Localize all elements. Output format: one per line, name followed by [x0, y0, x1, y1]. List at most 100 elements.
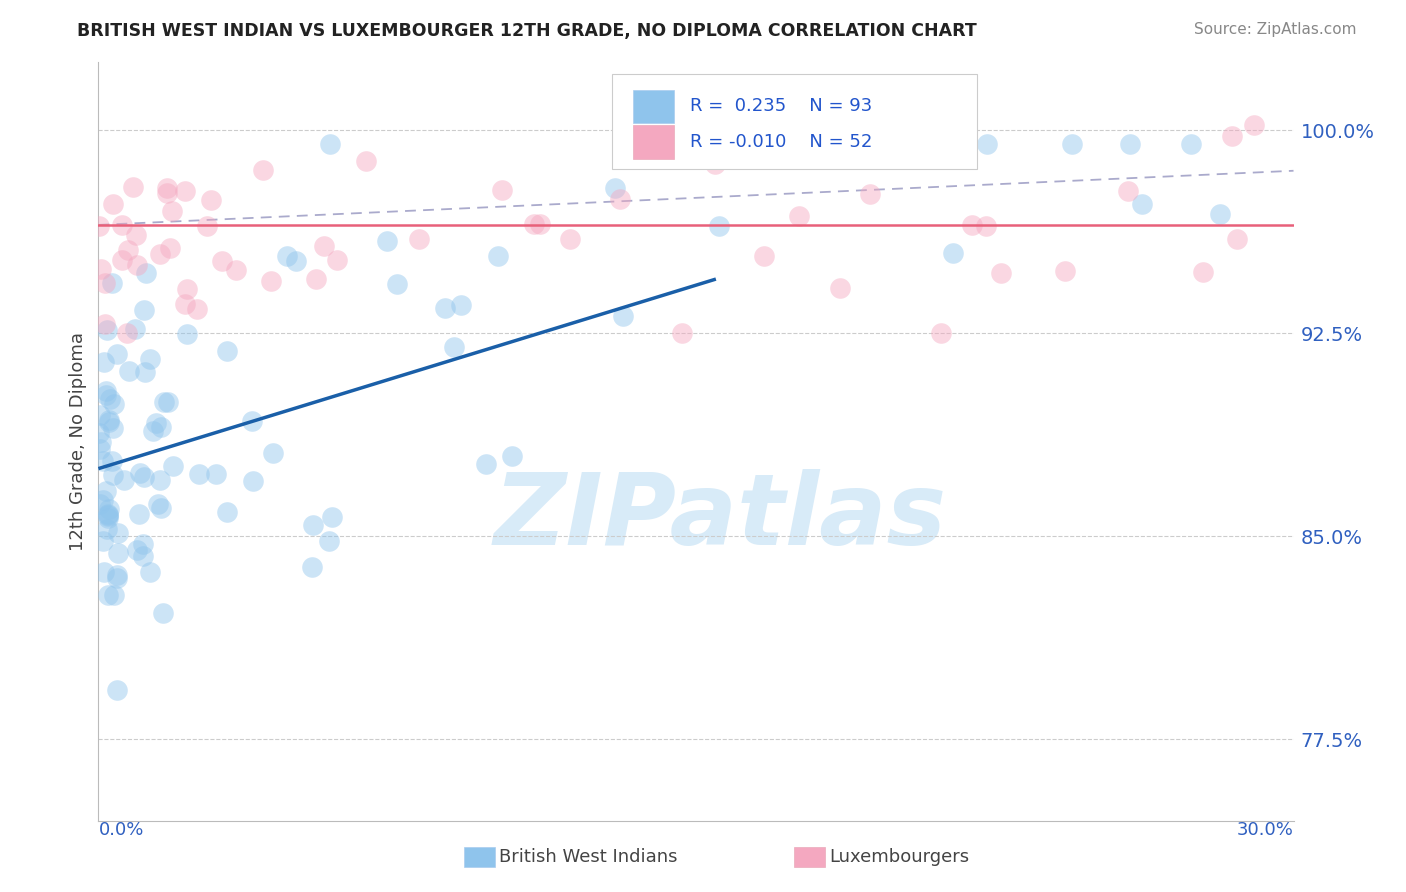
Point [127, 542, 149, 557]
Point [89, 442, 111, 456]
Bar [633, 90, 675, 123]
Y-axis label: 12th Grade, No Diploma: 12th Grade, No Diploma [69, 332, 87, 551]
Point [100, 454, 122, 468]
Point [443, 340, 465, 354]
Point [1243, 118, 1265, 132]
Point [105, 567, 128, 582]
Point [89, 497, 111, 511]
Point [98, 502, 121, 516]
Point [609, 192, 631, 206]
Point [931, 326, 953, 341]
Point [1116, 185, 1139, 199]
Point [974, 219, 997, 233]
Point [704, 157, 727, 171]
Point [94, 484, 117, 499]
Point [1209, 207, 1232, 221]
Text: ZIPatlas: ZIPatlas [494, 469, 946, 566]
Point [89, 219, 111, 234]
Point [1119, 136, 1142, 151]
Point [560, 232, 582, 246]
Point [173, 184, 195, 198]
Point [97, 413, 120, 427]
Point [107, 525, 129, 540]
Point [100, 392, 122, 406]
Point [1226, 231, 1249, 245]
Point [105, 682, 128, 697]
Point [142, 424, 165, 438]
Point [305, 272, 328, 286]
Point [91, 534, 114, 549]
Point [671, 326, 693, 341]
Point [375, 234, 398, 248]
Point [124, 322, 146, 336]
Text: 0.0%: 0.0% [98, 821, 143, 838]
Point [162, 458, 184, 473]
Point [529, 217, 551, 231]
Point [787, 209, 810, 223]
Point [125, 258, 148, 272]
Point [97, 588, 120, 602]
Point [132, 536, 155, 550]
Point [475, 457, 498, 471]
Point [1062, 136, 1084, 151]
Point [149, 247, 172, 261]
Point [942, 245, 965, 260]
Point [152, 606, 174, 620]
Point [115, 326, 138, 341]
Point [93, 565, 115, 579]
Point [176, 282, 198, 296]
Point [135, 266, 157, 280]
Point [242, 474, 264, 488]
Point [103, 197, 125, 211]
Point [285, 254, 308, 268]
Point [312, 239, 335, 253]
Point [665, 152, 688, 166]
Point [153, 395, 176, 409]
Point [501, 450, 523, 464]
Point [385, 277, 408, 292]
Point [94, 387, 117, 401]
Point [105, 571, 128, 585]
Point [101, 276, 124, 290]
Point [188, 467, 211, 481]
Point [1054, 264, 1077, 278]
Point [960, 218, 983, 232]
Point [94, 384, 117, 398]
Point [319, 136, 342, 151]
Point [301, 559, 323, 574]
Text: British West Indians: British West Indians [499, 848, 678, 866]
Point [93, 276, 115, 290]
Point [491, 182, 513, 196]
Point [204, 467, 226, 482]
Point [200, 193, 222, 207]
Point [103, 588, 125, 602]
Point [150, 419, 173, 434]
Point [97, 510, 120, 524]
Point [612, 310, 634, 324]
Point [93, 317, 115, 331]
Point [605, 181, 627, 195]
Point [240, 414, 263, 428]
Point [260, 273, 283, 287]
Point [105, 346, 128, 360]
Point [156, 181, 179, 195]
Point [859, 187, 882, 202]
Point [1180, 136, 1202, 151]
Point [122, 179, 145, 194]
Point [97, 508, 120, 522]
Point [103, 397, 125, 411]
Text: R = -0.010    N = 52: R = -0.010 N = 52 [690, 133, 872, 151]
Point [96, 323, 118, 337]
Point [90, 261, 112, 276]
Point [976, 136, 998, 151]
Point [111, 219, 134, 233]
Point [176, 327, 198, 342]
Point [129, 466, 152, 480]
Point [752, 249, 775, 263]
Point [132, 470, 155, 484]
Point [128, 507, 150, 521]
Point [117, 243, 139, 257]
Point [408, 232, 430, 246]
Text: Source: ZipAtlas.com: Source: ZipAtlas.com [1194, 22, 1357, 37]
Point [160, 203, 183, 218]
